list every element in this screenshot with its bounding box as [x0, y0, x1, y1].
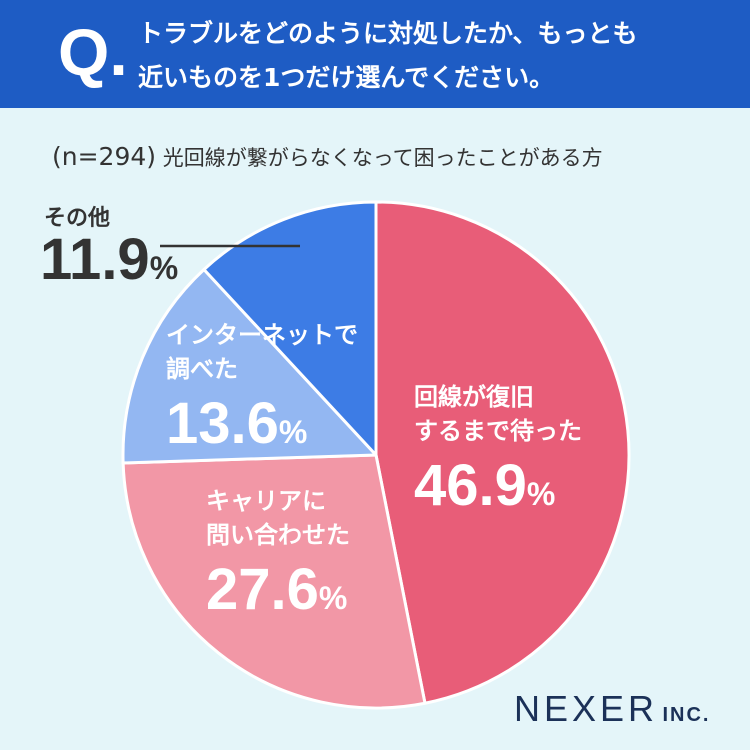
slice-value-carrier: 27.6: [206, 557, 319, 622]
slice-value-other: 11.9: [40, 227, 150, 292]
slice-pct-other: %: [149, 250, 179, 286]
slice-label-internet: インターネットで 調べた 13.6%: [166, 318, 358, 457]
question-text-line1: トラブルをどのように対処したか、もっとも: [138, 19, 638, 48]
slice-pct-carrier: %: [318, 580, 348, 616]
nexer-logo: NEXER INC.: [514, 688, 710, 730]
slice-label-internet-line1: インターネットで: [166, 321, 358, 349]
pie-slice-wait: [374, 200, 631, 705]
question-text-line2: 近いものを1つだけ選んでください。: [138, 63, 555, 92]
slice-label-internet-line2: 調べた: [166, 355, 238, 383]
question-q-mark: Q.: [58, 15, 128, 89]
pie-slice-carrier: [121, 453, 427, 710]
slice-label-wait-line2: するまで待った: [414, 417, 582, 445]
slice-label-carrier: キャリアに 問い合わせた 27.6%: [206, 484, 350, 623]
slice-label-carrier-line2: 問い合わせた: [206, 521, 350, 549]
slice-value-other-wrap: 11.9%: [40, 226, 178, 293]
slice-label-other: その他: [44, 206, 111, 231]
sample-description: 光回線が繋がらなくなって困ったことがある方: [162, 146, 603, 170]
sample-size: (n=294): [52, 142, 157, 171]
sample-caption: (n=294) 光回線が繋がらなくなって困ったことがある方: [52, 142, 603, 172]
slice-pct-internet: %: [278, 414, 308, 450]
slice-label-carrier-line1: キャリアに: [206, 487, 326, 515]
pie-slice-other: [202, 200, 378, 457]
slice-label-wait-line1: 回線が復旧: [414, 383, 534, 411]
slice-value-internet: 13.6: [166, 391, 279, 456]
pie-slices: [121, 200, 631, 710]
logo-sub-text: INC.: [662, 704, 711, 726]
logo-main-text: NEXER: [514, 688, 659, 729]
slice-label-wait: 回線が復旧 するまで待った 46.9%: [414, 380, 582, 519]
question-header: Q. トラブルをどのように対処したか、もっとも 近いものを1つだけ選んでください…: [0, 0, 750, 108]
pie-slice-internet: [121, 267, 378, 465]
slice-value-wait: 46.9: [414, 453, 527, 518]
slice-pct-wait: %: [526, 476, 556, 512]
